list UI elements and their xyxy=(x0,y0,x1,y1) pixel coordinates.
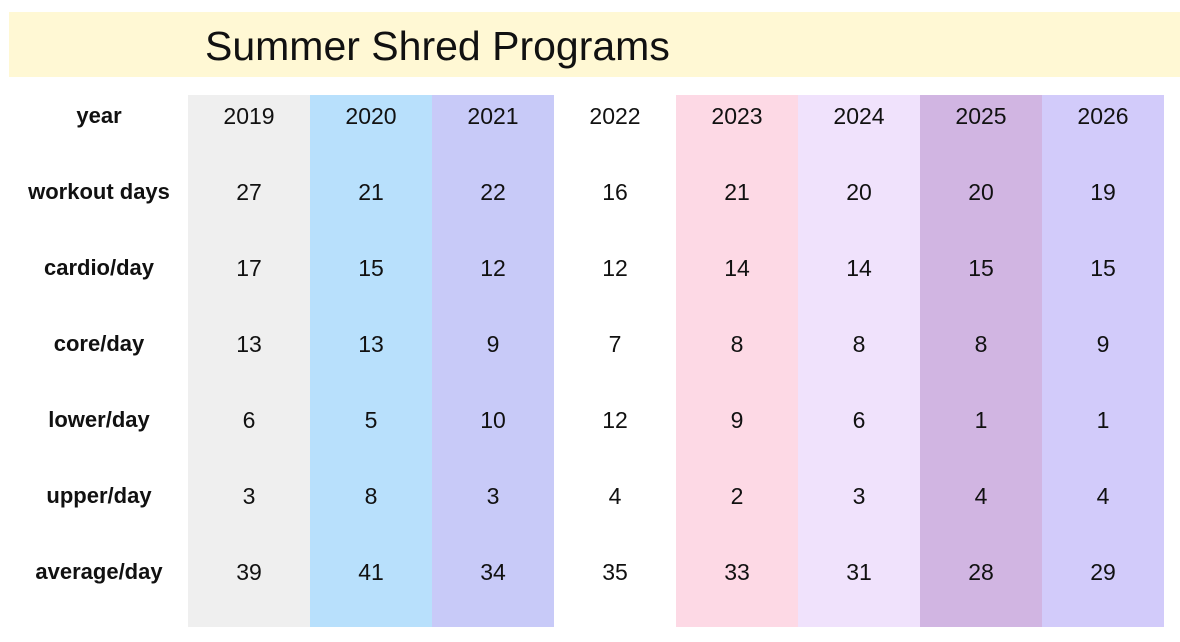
year-column-background xyxy=(432,95,554,627)
value-cell: 8 xyxy=(364,483,378,509)
value-cell: 22 xyxy=(480,179,506,205)
value-cell: 33 xyxy=(724,559,750,585)
value-cell: 39 xyxy=(236,559,262,585)
row-label: workout days xyxy=(28,179,170,204)
year-column-background xyxy=(798,95,920,627)
value-cell: 12 xyxy=(602,255,628,281)
year-column-background xyxy=(554,95,676,627)
value-cell: 14 xyxy=(846,255,872,281)
value-cell: 41 xyxy=(358,559,384,585)
year-header-cell: 2021 xyxy=(467,103,519,129)
value-cell: 3 xyxy=(486,483,500,509)
year-column-background xyxy=(920,95,1042,627)
year-header-cell: 2019 xyxy=(223,103,275,129)
value-cell: 21 xyxy=(358,179,384,205)
value-cell: 27 xyxy=(236,179,262,205)
year-header-cell: 2022 xyxy=(589,103,641,129)
year-column-background xyxy=(676,95,798,627)
value-cell: 4 xyxy=(1096,483,1110,509)
value-cell: 6 xyxy=(852,407,866,433)
page-title: Summer Shred Programs xyxy=(205,23,670,69)
row-label: lower/day xyxy=(48,407,150,432)
value-cell: 7 xyxy=(608,331,622,357)
value-cell: 13 xyxy=(236,331,262,357)
value-cell: 13 xyxy=(358,331,384,357)
value-cell: 4 xyxy=(974,483,988,509)
row-label: average/day xyxy=(35,559,163,584)
year-header-cell: 2026 xyxy=(1077,103,1129,129)
value-cell: 29 xyxy=(1090,559,1116,585)
year-header-cell: 2023 xyxy=(711,103,763,129)
value-cell: 31 xyxy=(846,559,872,585)
value-cell: 20 xyxy=(968,179,994,205)
row-label: year xyxy=(76,103,122,128)
value-cell: 9 xyxy=(486,331,500,357)
value-cell: 3 xyxy=(242,483,256,509)
value-cell: 35 xyxy=(602,559,628,585)
year-header-cell: 2025 xyxy=(955,103,1007,129)
value-cell: 28 xyxy=(968,559,994,585)
value-cell: 17 xyxy=(236,255,262,281)
value-cell: 4 xyxy=(608,483,622,509)
value-cell: 9 xyxy=(1096,331,1110,357)
value-cell: 9 xyxy=(730,407,744,433)
year-header-cell: 2020 xyxy=(345,103,397,129)
value-cell: 3 xyxy=(852,483,866,509)
value-cell: 10 xyxy=(480,407,506,433)
value-cell: 12 xyxy=(602,407,628,433)
value-cell: 5 xyxy=(364,407,378,433)
value-cell: 12 xyxy=(480,255,506,281)
value-cell: 19 xyxy=(1090,179,1116,205)
title-banner: Summer Shred Programs xyxy=(9,12,1180,77)
value-cell: 16 xyxy=(602,179,628,205)
value-cell: 21 xyxy=(724,179,750,205)
value-cell: 1 xyxy=(1096,407,1110,433)
value-cell: 15 xyxy=(1090,255,1116,281)
row-label: upper/day xyxy=(46,483,152,508)
value-cell: 14 xyxy=(724,255,750,281)
value-cell: 2 xyxy=(730,483,744,509)
value-cell: 8 xyxy=(974,331,988,357)
value-cell: 34 xyxy=(480,559,506,585)
year-column-background xyxy=(310,95,432,627)
value-cell: 20 xyxy=(846,179,872,205)
year-column-background xyxy=(188,95,310,627)
row-label: cardio/day xyxy=(43,255,155,280)
value-cell: 15 xyxy=(358,255,384,281)
row-label: core/day xyxy=(53,331,145,356)
value-cell: 8 xyxy=(852,331,866,357)
value-cell: 8 xyxy=(730,331,744,357)
year-header-cell: 2024 xyxy=(833,103,885,129)
value-cell: 6 xyxy=(242,407,256,433)
year-column-background xyxy=(1042,95,1164,627)
value-cell: 15 xyxy=(968,255,994,281)
value-cell: 1 xyxy=(974,407,988,433)
